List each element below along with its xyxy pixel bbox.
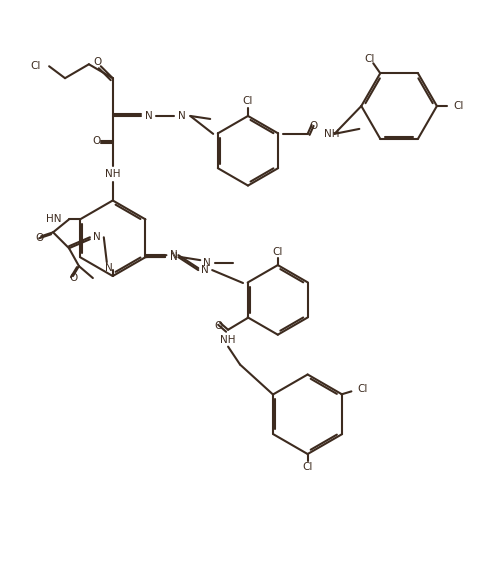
Text: Cl: Cl [364,54,375,64]
Text: Cl: Cl [243,96,253,106]
Text: N: N [105,263,112,273]
Text: O: O [70,273,78,283]
Text: Cl: Cl [454,101,464,111]
Text: N: N [145,111,152,121]
Text: NH: NH [323,129,339,139]
Text: Cl: Cl [30,61,40,71]
Text: Cl: Cl [302,462,313,472]
Text: O: O [93,136,101,146]
Text: N: N [178,111,186,121]
Text: Cl: Cl [357,385,368,394]
Text: N: N [93,232,101,242]
Text: N: N [169,252,177,262]
Text: Cl: Cl [273,247,283,257]
Text: O: O [94,57,102,67]
Text: O: O [309,121,318,131]
Text: N: N [204,258,211,268]
Text: HN: HN [46,215,61,224]
Text: O: O [214,321,222,331]
Text: N: N [169,250,177,260]
Text: N: N [201,265,209,275]
Text: NH: NH [105,168,120,179]
Text: O: O [35,233,43,244]
Text: NH: NH [220,335,236,345]
